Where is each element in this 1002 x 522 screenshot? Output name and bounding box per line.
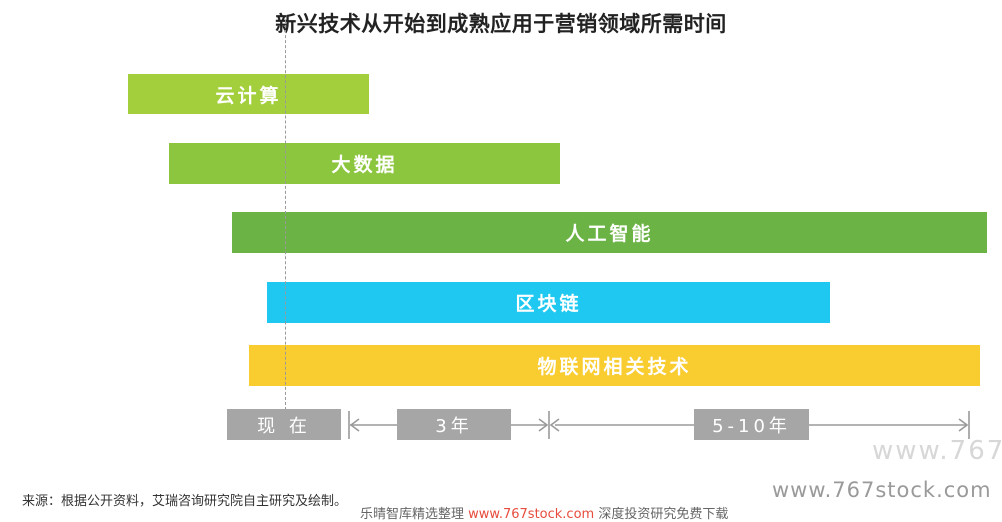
source-note: 来源：根据公开资料，艾瑞咨询研究院自主研究及绘制。 <box>22 494 348 509</box>
bar-label: 物联网相关技术 <box>537 356 692 378</box>
bar-label: 区块链 <box>515 293 582 315</box>
timeline-5-10-years: 5-10年 <box>694 409 809 440</box>
watermark-faint: www.767 <box>872 436 1002 466</box>
arrowhead-left <box>549 418 560 432</box>
timeline-3-years: 3年 <box>397 409 511 440</box>
now-dashed-line <box>285 20 286 410</box>
bar-blockchain: 区块链 <box>267 282 830 323</box>
arrowhead-left <box>349 418 360 432</box>
timeline-now: 现 在 <box>227 409 341 440</box>
bar-label: 大数据 <box>331 154 398 176</box>
bar-cloud-computing: 云计算 <box>128 74 369 114</box>
watermark-url: www.767stock.com <box>772 478 992 502</box>
watermark-bottom: 乐晴智库精选整理 www.767stock.com 深度投资研究免费下载 <box>360 507 729 522</box>
bar-iot: 物联网相关技术 <box>249 345 980 386</box>
chart-title: 新兴技术从开始到成熟应用于营销领域所需时间 <box>275 12 727 36</box>
bar-label: 人工智能 <box>565 223 654 245</box>
arrowhead-right <box>958 418 969 432</box>
arrowhead-right <box>538 418 549 432</box>
bar-big-data: 大数据 <box>169 143 560 184</box>
bar-label: 云计算 <box>215 84 282 107</box>
timeline-arrows <box>348 411 970 439</box>
bar-ai: 人工智能 <box>232 212 987 253</box>
